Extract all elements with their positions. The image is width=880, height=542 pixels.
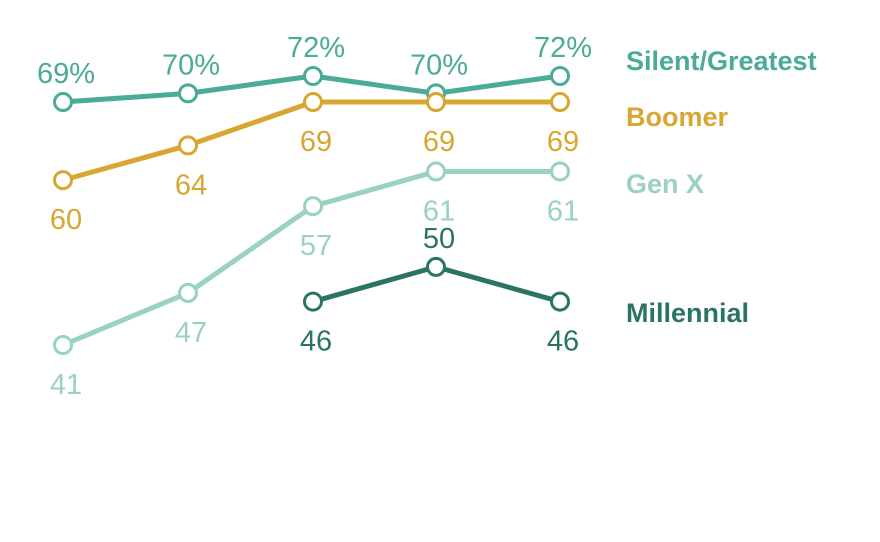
data-point-millennial (550, 291, 570, 312)
data-label-silent-greatest: 70% (162, 49, 220, 81)
data-point-gen-x (550, 161, 570, 182)
data-point-silent-greatest (178, 83, 198, 104)
data-point-gen-x (53, 335, 73, 355)
data-label-gen-x: 61 (547, 195, 579, 227)
data-label-boomer: 69 (300, 126, 332, 158)
data-labels: 69% 70% 72% 70% 72% 60 64 69 69 69 41 47 57 61 61 46 50 4… (37, 32, 592, 401)
data-point-boomer (303, 92, 323, 113)
data-label-millennial: 50 (423, 223, 455, 255)
series-points (53, 66, 570, 355)
legend-label-millennial: Millennial (626, 298, 749, 328)
data-label-boomer: 69 (423, 126, 455, 158)
data-point-silent-greatest (303, 66, 323, 86)
data-point-millennial (303, 291, 323, 312)
data-label-millennial: 46 (300, 326, 332, 358)
data-label-millennial: 46 (547, 326, 579, 358)
data-label-silent-greatest: 72% (287, 32, 345, 64)
data-point-boomer (550, 92, 570, 113)
data-label-boomer: 69 (547, 126, 579, 158)
data-point-gen-x (303, 196, 323, 217)
data-label-boomer: 64 (175, 169, 207, 201)
data-label-gen-x: 41 (50, 369, 82, 401)
data-label-gen-x: 47 (175, 317, 207, 349)
legend-label-silent-greatest: Silent/Greatest (626, 46, 817, 76)
data-point-gen-x (426, 161, 446, 182)
data-point-millennial (426, 256, 446, 277)
data-label-gen-x: 61 (423, 195, 455, 227)
legend-label-boomer: Boomer (626, 102, 729, 132)
data-point-boomer (178, 135, 198, 156)
data-point-boomer (426, 92, 446, 113)
data-label-gen-x: 57 (300, 230, 332, 262)
data-point-silent-greatest (53, 92, 73, 113)
data-label-boomer: 60 (50, 204, 82, 236)
legend-label-gen-x: Gen X (626, 169, 704, 199)
data-label-silent-greatest: 70% (410, 49, 468, 81)
data-point-boomer (53, 170, 73, 191)
data-label-silent-greatest: 72% (534, 32, 592, 64)
data-point-gen-x (178, 282, 198, 303)
series-legend: Silent/Greatest Boomer Gen X Millennial (626, 46, 817, 328)
data-point-silent-greatest (550, 66, 570, 86)
data-label-silent-greatest: 69% (37, 58, 95, 90)
